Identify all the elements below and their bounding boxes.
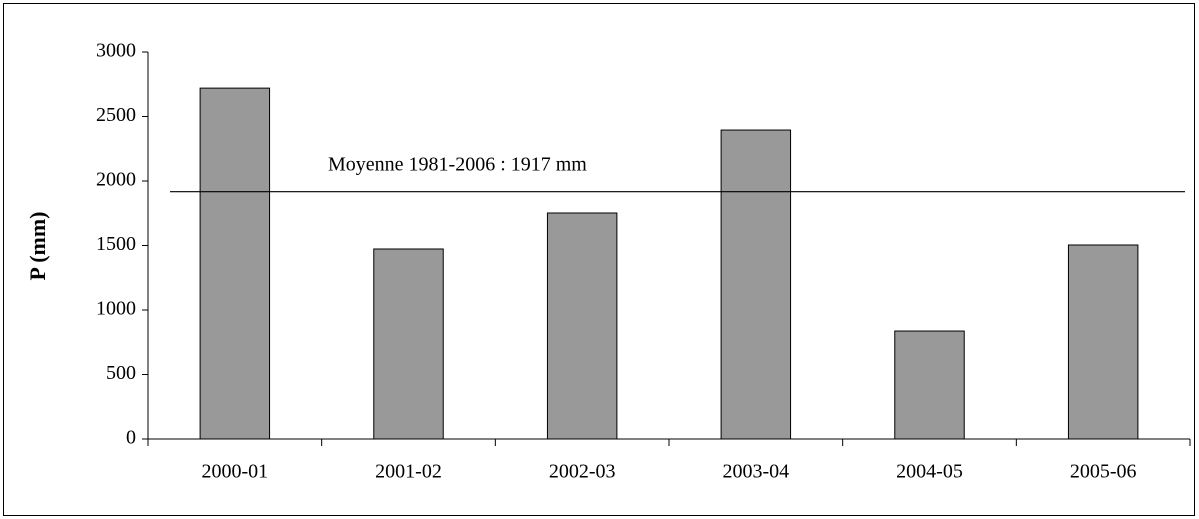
y-tick-label: 1000 [96,298,136,320]
x-tick-label: 2004-05 [896,461,963,483]
y-tick-label: 0 [126,427,136,449]
y-tick-label: 1500 [96,233,136,255]
y-axis-label: P (mm) [25,211,50,280]
bar [199,87,271,440]
bar [373,248,444,440]
x-tick-label: 2000-01 [201,461,268,483]
x-tick-label: 2002-03 [549,461,616,483]
x-tick-label: 2003-04 [722,461,789,483]
x-tick-label: 2001-02 [375,461,442,483]
bar [1067,244,1139,440]
bar [894,330,965,440]
reference-label: Moyenne 1981-2006 : 1917 mm [328,153,587,175]
y-tick-label: 2500 [96,104,136,126]
y-tick-label: 500 [106,362,136,384]
bar [546,212,618,440]
bar [720,129,792,440]
y-tick-label: 2000 [96,169,136,191]
x-tick-label: 2005-06 [1070,461,1137,483]
y-tick-label: 3000 [96,40,136,62]
